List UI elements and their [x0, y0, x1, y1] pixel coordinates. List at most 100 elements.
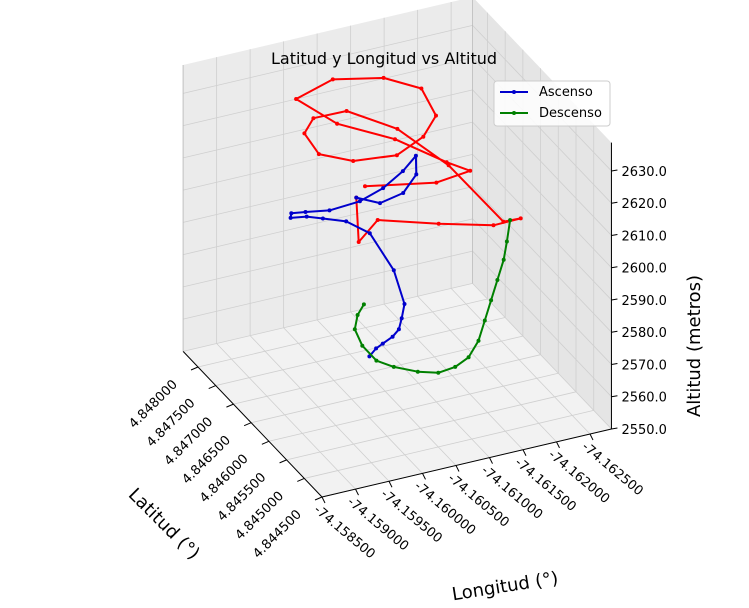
data-point-series-2 — [501, 219, 506, 224]
grid-line-z — [183, 89, 473, 159]
legend-marker-descenso — [512, 111, 516, 115]
data-point-series-2 — [311, 116, 316, 121]
data-point-series-2 — [421, 134, 426, 139]
data-point-ascenso — [391, 268, 396, 273]
data-point-ascenso — [344, 219, 349, 224]
series-ascenso — [288, 153, 419, 359]
data-point-series-2 — [419, 86, 424, 91]
data-point-descenso — [504, 239, 509, 244]
z-tick-label: 2600.0 — [621, 262, 667, 277]
y-tick-mark — [243, 422, 252, 427]
data-point-series-2 — [351, 159, 356, 163]
data-point-descenso — [489, 298, 494, 303]
data-point-descenso — [466, 355, 471, 360]
grid-line-z — [472, 154, 612, 301]
grid-line-y — [286, 391, 577, 461]
x-tick-mark — [321, 496, 326, 504]
data-point-descenso — [352, 327, 357, 332]
series-descenso — [352, 218, 513, 375]
z-tick-mark — [611, 201, 618, 204]
x-tick-mark — [556, 441, 560, 449]
x-tick-mark — [422, 473, 426, 480]
grid-line-y — [268, 372, 559, 442]
data-point-ascenso — [396, 327, 401, 332]
data-point-series-2 — [363, 184, 367, 189]
data-point-series-2 — [446, 163, 451, 168]
x-axis-line — [321, 428, 612, 498]
data-point-series-2 — [302, 131, 307, 136]
data-point-ascenso — [367, 231, 372, 236]
x-tick-mark — [489, 457, 493, 464]
data-point-ascenso — [400, 169, 405, 174]
legend-label-ascenso: Ascenso — [539, 85, 593, 100]
axis-edges — [182, 0, 612, 498]
grid-line-z — [183, 218, 473, 288]
data-point-series-2 — [335, 121, 340, 126]
back-pane — [183, 0, 473, 352]
data-point-ascenso — [414, 172, 419, 177]
z-tick-mark — [611, 427, 618, 430]
data-point-descenso — [415, 369, 420, 374]
grid-line-z — [183, 153, 473, 223]
legend-label-descenso: Descenso — [539, 106, 602, 121]
chart-title: Latitud y Longitud vs Altitud — [271, 49, 497, 68]
data-point-descenso — [501, 257, 506, 262]
data-point-series-2 — [344, 109, 349, 113]
data-point-ascenso — [354, 195, 359, 200]
z-tick-label: 2580.0 — [621, 326, 667, 341]
data-point-series-2 — [330, 77, 335, 82]
grid-line-z — [183, 186, 473, 256]
grid-line-y — [197, 298, 488, 368]
grid-line-z — [183, 282, 473, 352]
data-point-series-2 — [468, 168, 473, 173]
data-point-ascenso — [413, 153, 418, 158]
data-point-descenso — [453, 364, 458, 369]
data-point-ascenso — [357, 199, 362, 204]
data-point-series-2 — [491, 223, 496, 228]
grid-line-x — [450, 288, 591, 435]
data-point-ascenso — [380, 341, 385, 346]
z-tick-mark — [611, 395, 618, 398]
y-axis-label: Latitud (°) — [124, 484, 204, 564]
data-point-series-2 — [381, 75, 386, 80]
grid-line-z — [183, 24, 473, 94]
y-tick-mark — [261, 440, 270, 445]
data-point-ascenso — [327, 208, 332, 213]
data-point-ascenso — [399, 316, 404, 321]
grid-line-z — [183, 57, 473, 127]
z-tick-mark — [611, 233, 618, 236]
z-axis-label: Altitud (metros) — [684, 275, 705, 417]
data-point-ascenso — [402, 302, 407, 306]
data-point-series-2 — [518, 216, 523, 221]
x-axis-label: Longitud (°) — [451, 568, 560, 606]
grid-line-x — [350, 311, 490, 458]
grid-line-y — [215, 317, 506, 386]
x-tick-mark — [589, 433, 594, 441]
y-tick-mark — [208, 385, 216, 390]
z-tick-mark — [611, 169, 618, 172]
grid-line-x — [383, 303, 524, 451]
data-point-ascenso — [381, 186, 386, 191]
data-point-series-2 — [393, 137, 397, 142]
data-point-series-2 — [316, 152, 321, 157]
series-series-2 — [294, 75, 523, 244]
y-tick-mark — [190, 366, 199, 371]
data-point-descenso — [508, 218, 513, 223]
y-tick-mark — [226, 403, 234, 408]
y-tick-mark — [297, 477, 305, 482]
grid-line-x — [316, 319, 457, 466]
x-tick-mark — [455, 465, 460, 472]
grid-line-z — [472, 218, 612, 365]
y-tick-mark — [314, 496, 323, 501]
z-tick-label: 2550.0 — [621, 423, 667, 438]
z-tick-mark — [611, 298, 618, 301]
grid-line-z — [472, 186, 612, 333]
data-point-descenso — [476, 338, 481, 343]
grid-line-y — [304, 409, 594, 479]
z-tick-mark — [611, 362, 618, 365]
data-point-ascenso — [288, 215, 293, 220]
data-point-ascenso — [390, 334, 395, 339]
data-point-ascenso — [374, 346, 379, 351]
data-point-series-2 — [434, 180, 439, 185]
